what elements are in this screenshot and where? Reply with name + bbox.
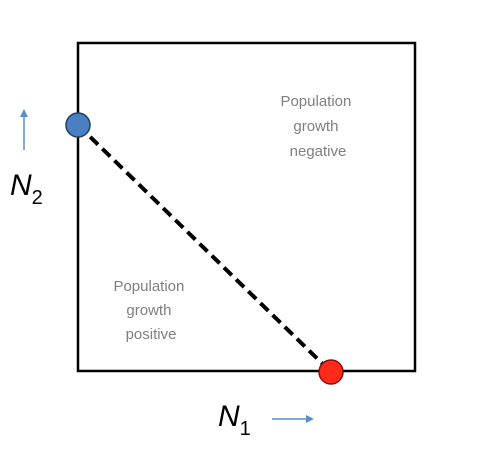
region-upper-line-3: negative bbox=[290, 143, 347, 160]
region-lower-line-3: positive bbox=[126, 326, 177, 343]
region-upper-line-2: growth bbox=[293, 118, 338, 135]
region-lower-line-2: growth bbox=[126, 302, 171, 319]
n1-intercept-point bbox=[318, 359, 344, 385]
isocline-line bbox=[76, 123, 333, 374]
n2-intercept-point bbox=[65, 112, 91, 138]
n2-axis-label: N2 bbox=[10, 169, 43, 209]
region-lower-line-1: Population bbox=[113, 278, 184, 295]
region-upper-line-1: Population bbox=[280, 93, 351, 110]
n1-symbol: N bbox=[218, 400, 240, 433]
region-label-upper: Population growth negative bbox=[280, 93, 355, 160]
n1-axis-label: N1 bbox=[218, 400, 251, 440]
state-space-box bbox=[76, 41, 417, 373]
region-label-lower: Population growth positive bbox=[113, 278, 188, 343]
n2-symbol: N bbox=[10, 169, 32, 202]
n2-subscript: 2 bbox=[32, 187, 43, 209]
n1-subscript: 1 bbox=[240, 418, 251, 440]
